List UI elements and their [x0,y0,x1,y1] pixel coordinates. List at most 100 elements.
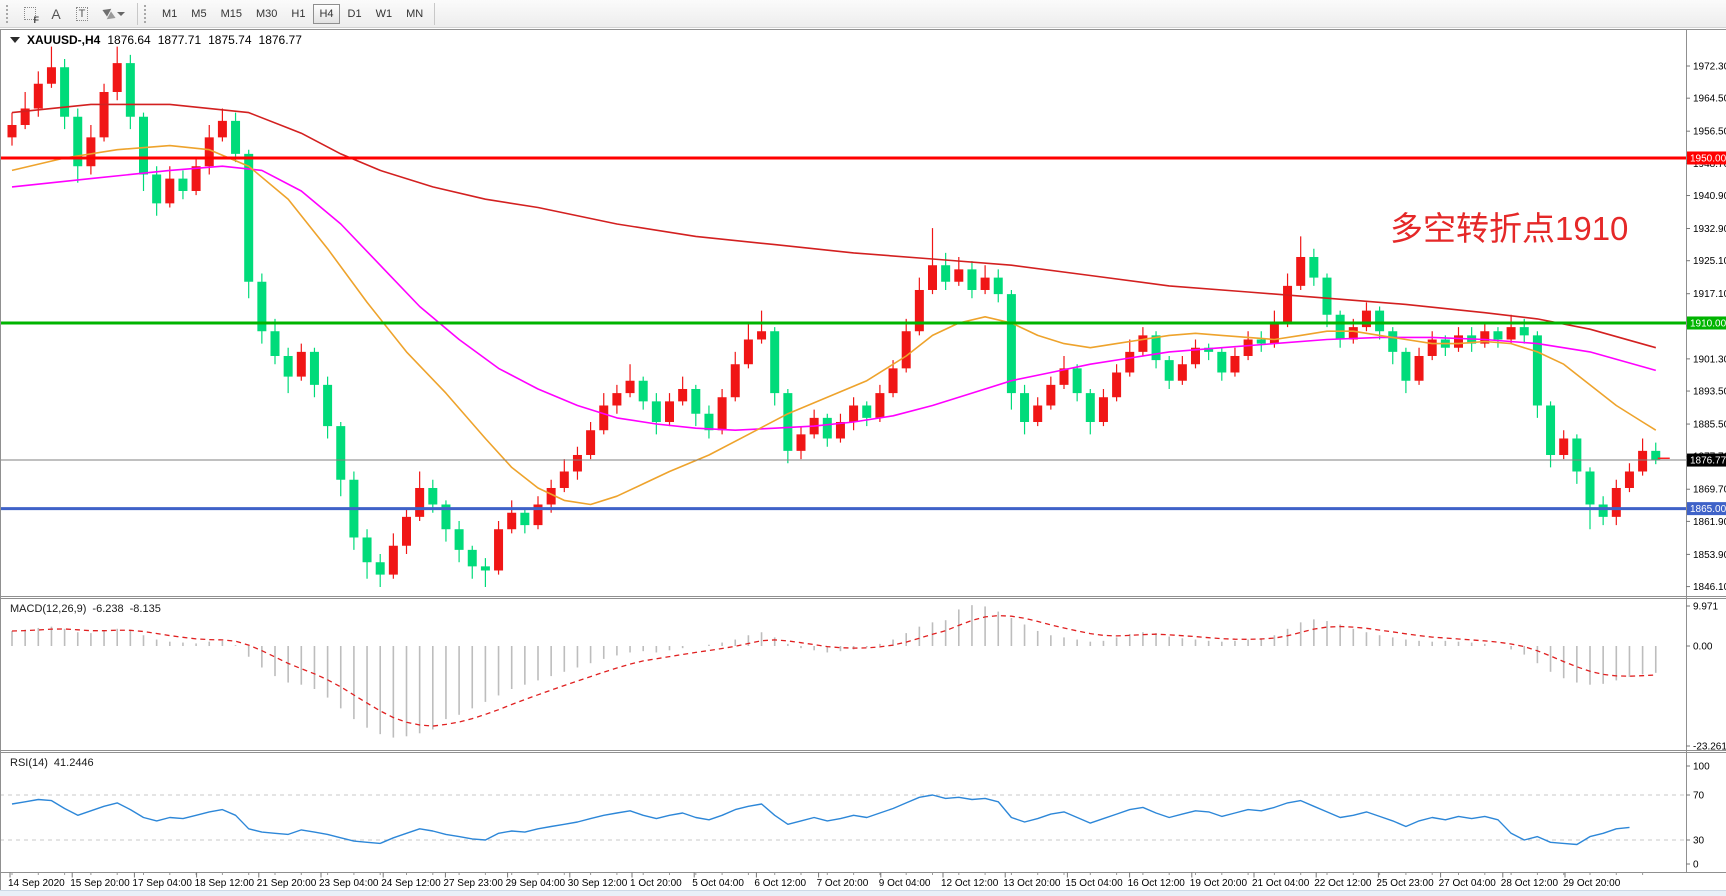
f-grid-tool-button[interactable]: F [17,3,43,25]
candle [1598,504,1608,517]
candle [46,67,56,84]
date-label: 1 Oct 20:00 [630,878,682,889]
candle [967,269,977,290]
date-label: 7 Oct 20:00 [817,878,869,889]
text-tool-icon: A [51,5,61,22]
label-tool-button[interactable]: T [69,3,95,25]
candle [572,454,582,472]
price-tick-label: 1956.50 [1693,127,1726,138]
date-label: 21 Oct 04:00 [1252,878,1310,889]
candle [152,174,162,204]
candle [309,351,319,385]
chart-canvas[interactable]: 1972.301964.501956.501948.701940.901932.… [0,28,1726,890]
timeframe-button-d1[interactable]: D1 [342,4,368,24]
date-label: 30 Sep 12:00 [568,878,628,889]
candle [743,339,753,365]
candle [822,417,832,439]
text-tool-button[interactable]: A [43,3,69,25]
f-grid-icon: F [24,7,39,25]
candle [86,137,96,167]
candle [1375,310,1385,332]
candle [1112,372,1122,398]
candle [993,277,1003,295]
arrows-tool-button[interactable] [95,3,133,25]
annotation-text: 多空转折点1910 [1390,210,1629,247]
timeframe-drag-handle[interactable] [144,4,150,23]
timeframe-button-mn[interactable]: MN [400,4,429,24]
rsi-indicator-label: RSI(14) 41.2446 [10,757,94,769]
candle [717,397,727,431]
price-tick-label: 1940.90 [1693,191,1726,202]
rsi-name: RSI(14) [10,757,48,769]
price-tick-label: 1893.50 [1693,387,1726,398]
candle [835,421,845,439]
bar-low-value: 1875.74 [208,33,252,47]
date-label: 13 Oct 20:00 [1003,878,1061,889]
bar-close-value: 1876.77 [258,33,302,47]
candle [901,331,911,369]
candle [599,405,609,431]
price-level-flag-1950.00 [1687,151,1726,165]
candle [888,368,898,394]
candle [1085,393,1095,422]
price-tick-label: 1853.90 [1693,550,1726,561]
timeframe-button-m15[interactable]: M15 [215,4,248,24]
candle [1151,335,1161,361]
price-tick-label: 1925.10 [1693,256,1726,267]
price-tick-label: 1964.50 [1693,94,1726,105]
price-level-flag-1865.00 [1687,502,1726,516]
candle [323,384,333,427]
date-label: 28 Oct 12:00 [1501,878,1559,889]
candle [1033,405,1043,422]
price-level-flag-1876.77 [1687,453,1726,467]
candle [112,63,122,92]
date-label: 9 Oct 04:00 [879,878,931,889]
candle [454,529,464,550]
timeframe-button-m1[interactable]: M1 [156,4,183,24]
candle [375,562,385,575]
candle [125,63,135,117]
price-level-flag-text: 1876.77 [1690,456,1726,467]
symbol-dropdown-icon[interactable] [10,37,20,43]
date-label: 23 Sep 04:00 [319,878,379,889]
candle [1098,397,1108,422]
candle [467,549,477,567]
candle [1506,327,1516,340]
timeframe-button-w1[interactable]: W1 [370,4,399,24]
timeframe-button-m30[interactable]: M30 [250,4,283,24]
date-label: 12 Oct 12:00 [941,878,999,889]
candle [270,331,280,356]
price-level-flag-text: 1950.00 [1690,153,1726,164]
candle [336,426,346,480]
toolbar-drag-handle[interactable] [6,4,12,23]
date-label: 18 Sep 12:00 [195,878,255,889]
candle [178,178,188,191]
candle [1480,331,1490,344]
chevron-down-icon [116,11,125,16]
candle [1427,339,1437,356]
rsi-tick-label: 0 [1693,860,1699,871]
candle [494,529,504,571]
candle [388,545,398,575]
timeframe-button-m5[interactable]: M5 [185,4,212,24]
date-label: 15 Oct 04:00 [1065,878,1123,889]
date-label: 22 Oct 12:00 [1314,878,1372,889]
candle [1177,364,1187,381]
timeframe-button-h1[interactable]: H1 [285,4,311,24]
rsi-tick-label: 100 [1693,762,1710,773]
candle [1138,335,1148,352]
candle [1059,368,1069,385]
timeframe-button-h4[interactable]: H4 [313,3,340,24]
candle [231,120,241,154]
candle [1309,256,1319,278]
candle [1388,331,1398,352]
price-level-flag-text: 1865.00 [1690,504,1726,515]
bar-high-value: 1877.71 [157,33,202,47]
candle [1006,294,1016,394]
label-tool-icon: T [75,6,89,21]
candle [1493,331,1503,340]
date-label: 15 Sep 20:00 [70,878,130,889]
chart-area[interactable]: 1972.301964.501956.501948.701940.901932.… [0,28,1726,890]
candle [73,116,83,167]
